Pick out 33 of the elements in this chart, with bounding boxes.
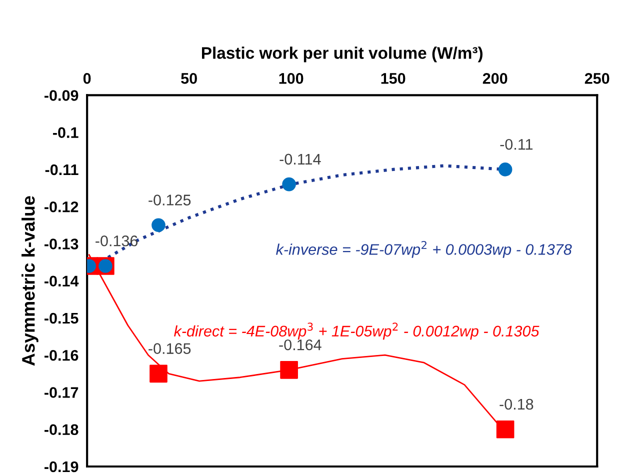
y-tick-label: -0.1 [53, 127, 78, 138]
y-tick-label: -0.18 [44, 424, 78, 436]
x-tick-label: 0 [83, 73, 91, 84]
point [280, 361, 298, 379]
x-axis-title: Plastic work per unit volume (W/m³) [202, 46, 482, 62]
data-label: -0.114 [280, 154, 321, 165]
y-tick-label: -0.15 [44, 312, 78, 324]
data-label: -0.164 [279, 339, 322, 350]
annotation: k-direct = -4E-08wp$^{3}$ + 1E-05wp$^{2}$ - 0.0012wp - 0.1305 [174, 322, 540, 340]
y-tick-label: -0.13 [44, 238, 78, 250]
y-tick-label: -0.11 [45, 164, 78, 176]
y-tick-label: -0.19 [44, 461, 78, 472]
y-tick-label: -0.16 [44, 350, 78, 361]
point [496, 420, 514, 438]
point [152, 218, 166, 232]
annotation: k-inverse = -9E-07wp$^{2}$ + 0.0003wp - 0.1378 [276, 240, 572, 258]
y-tick-label: -0.12 [44, 201, 78, 212]
point [150, 364, 168, 383]
x-tick-label: 100 [279, 73, 304, 84]
point [282, 177, 296, 192]
y-tick-label: -0.17 [44, 387, 78, 398]
y-tick-label: -0.09 [44, 90, 78, 101]
x-tick-label: 200 [482, 73, 508, 84]
x-tick-label: 250 [584, 73, 610, 84]
y-axis-title: Asymmetric k-value [22, 196, 38, 366]
data-label: -0.165 [148, 343, 191, 354]
y-tick-label: -0.14 [44, 276, 79, 287]
x-tick-label: 50 [181, 73, 197, 84]
data-label: -0.18 [500, 398, 534, 410]
data-label: -0.11 [500, 138, 533, 150]
point [498, 162, 512, 176]
x-tick-label: 150 [381, 73, 406, 84]
data-label: -0.125 [148, 194, 191, 206]
